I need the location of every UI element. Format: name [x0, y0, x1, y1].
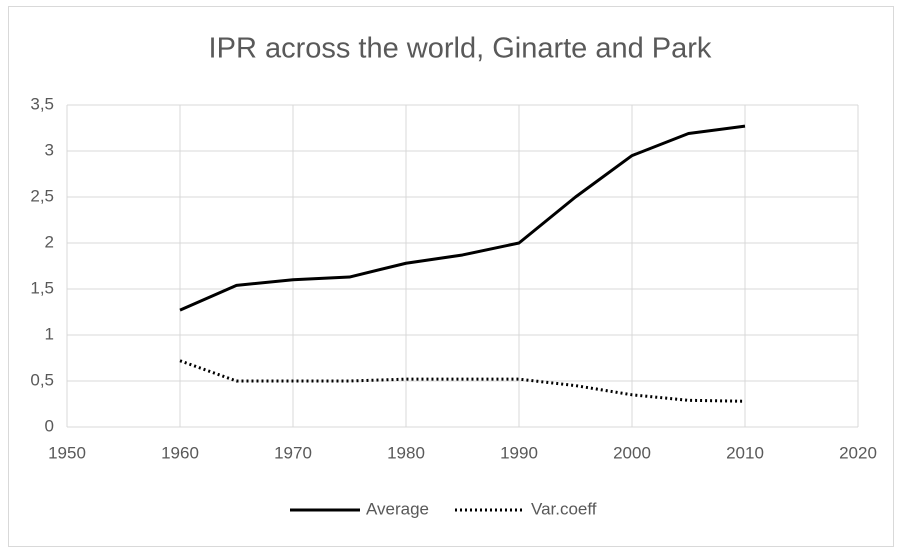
x-tick-label: 1960: [161, 443, 199, 462]
x-tick-label: 2010: [726, 443, 764, 462]
y-tick-label: 2,5: [30, 186, 54, 205]
y-tick-label: 2: [45, 232, 54, 251]
y-tick-label: 1,5: [30, 278, 54, 297]
x-tick-label: 2020: [839, 443, 877, 462]
chart-border: [8, 6, 894, 547]
chart-title: IPR across the world, Ginarte and Park: [209, 33, 712, 65]
x-tick-label: 1990: [500, 443, 538, 462]
y-tick-label: 3,5: [30, 94, 54, 113]
line-series: [179, 124, 746, 312]
legend-label: Average: [366, 499, 429, 518]
y-tick-label: 0,5: [30, 370, 54, 389]
x-tick-label: 1970: [274, 443, 312, 462]
line-series: [179, 359, 746, 403]
y-tick-label: 0: [45, 416, 54, 435]
y-tick-label: 1: [45, 324, 54, 343]
x-tick-label: 1980: [387, 443, 425, 462]
x-tick-label: 2000: [613, 443, 651, 462]
y-tick-label: 3: [45, 140, 54, 159]
legend-label: Var.coeff: [531, 499, 597, 518]
x-tick-label: 1950: [48, 443, 86, 462]
